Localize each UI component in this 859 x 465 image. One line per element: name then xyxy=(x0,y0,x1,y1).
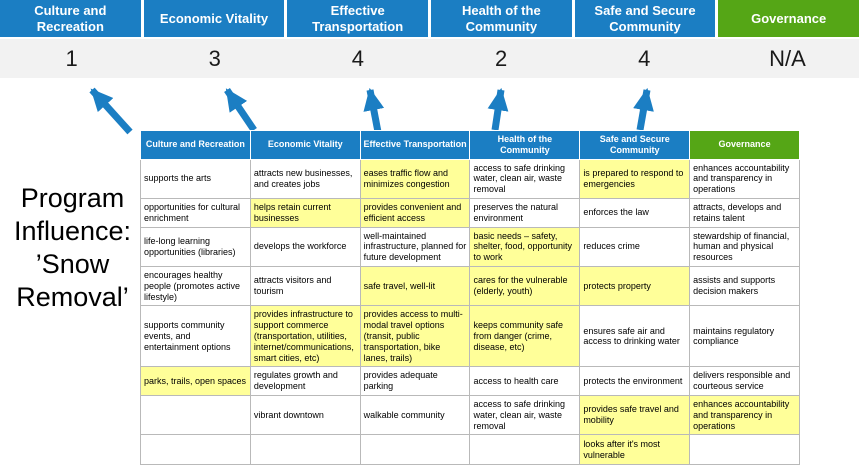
matrix-row: encourages healthy people (promotes acti… xyxy=(140,265,800,307)
matrix-cell: supports the arts xyxy=(140,158,251,199)
matrix-cell xyxy=(359,434,471,465)
matrix-column-header: Economic Vitality xyxy=(249,130,361,160)
arrow-transportation-icon xyxy=(363,87,385,133)
matrix-cell: stewardship of financial, human and phys… xyxy=(689,226,800,267)
score-banner-header: Governance xyxy=(718,0,859,37)
matrix-cell: looks after it's most vulnerable xyxy=(579,434,691,465)
matrix-cell: vibrant downtown xyxy=(249,394,361,436)
score-value: 3 xyxy=(208,45,221,71)
matrix-cell: safe travel, well-lit xyxy=(359,265,471,307)
score-banner-scores: 1 3 4 2 4 N/A xyxy=(0,39,859,78)
score-banner-headers: Culture and Recreation Economic Vitality E… xyxy=(0,0,859,37)
arrow-economic-icon xyxy=(224,88,257,132)
score-banner: Culture and Recreation Economic Vitality E… xyxy=(0,0,859,78)
matrix-cell: ensures safe air and access to drinking … xyxy=(579,305,691,368)
matrix-cell: access to safe drinking water, clean air… xyxy=(469,394,581,436)
matrix-column-header: Effective Transportation xyxy=(359,130,471,160)
arrow-health-icon xyxy=(487,87,509,131)
matrix-cell: enhances accountability and transparency… xyxy=(689,158,800,199)
matrix-row: opportunities for cultural enrichment hel… xyxy=(140,197,800,228)
score-value: 2 xyxy=(494,45,508,71)
matrix-row: supports the arts attracts new businesses… xyxy=(140,158,800,199)
score-banner-header: Effective Transportation xyxy=(287,0,428,37)
matrix-row: vibrant downtown walkable community access… xyxy=(140,394,800,436)
matrix-cell: attracts visitors and tourism xyxy=(249,265,361,307)
matrix-cell: basic needs – safety, shelter, food, opp… xyxy=(469,226,581,267)
score-banner-header: Economic Vitality xyxy=(143,0,285,37)
arrow-safe-icon xyxy=(633,87,654,131)
matrix-cell: walkable community xyxy=(359,394,471,436)
matrix-cell: life-long learning opportunities (librar… xyxy=(140,226,251,267)
matrix-cell: keeps community safe from danger (crime,… xyxy=(469,305,581,368)
matrix-cell: provides infrastructure to support comme… xyxy=(249,305,361,368)
matrix-cell: provides access to multi-modal travel op… xyxy=(359,305,471,368)
matrix-cell: cares for the vulnerable (elderly, youth… xyxy=(469,265,581,307)
matrix-cell xyxy=(249,434,361,465)
matrix-row: looks after it's most vulnerable xyxy=(140,434,800,465)
influence-matrix: Culture and Recreation Economic Vitality E… xyxy=(140,130,800,465)
score-value: 1 xyxy=(65,45,78,71)
score-value: 4 xyxy=(638,45,651,71)
matrix-cell: attracts, develops and retains talent xyxy=(689,197,800,228)
matrix-cell: enforces the law xyxy=(579,197,691,228)
matrix-cell: opportunities for cultural enrichment xyxy=(140,197,251,228)
matrix-cell xyxy=(140,434,251,465)
matrix-cell: regulates growth and development xyxy=(249,366,361,396)
influence-arrows xyxy=(89,87,654,135)
matrix-cell: enhances accountability and transparency… xyxy=(689,394,800,436)
matrix-cell: attracts new businesses, and creates job… xyxy=(249,158,361,199)
page-title: Program Influence: ’Snow Removal’ xyxy=(13,183,132,312)
arrow-culture-icon xyxy=(89,87,133,135)
matrix-cell: eases traffic flow and minimizes congest… xyxy=(359,158,471,199)
score-banner-header: Culture and Recreation xyxy=(0,0,141,37)
matrix-cell xyxy=(469,434,581,465)
matrix-body: supports the arts attracts new businesses… xyxy=(140,158,800,465)
matrix-cell: protects the environment xyxy=(579,366,691,396)
matrix-cell: encourages healthy people (promotes acti… xyxy=(140,265,251,307)
matrix-cell: provides safe travel and mobility xyxy=(579,394,691,436)
matrix-cell: helps retain current businesses xyxy=(249,197,361,228)
matrix-cell: is prepared to respond to emergencies xyxy=(579,158,691,199)
matrix-cell xyxy=(140,394,251,436)
matrix-head: Culture and Recreation Economic Vitality E… xyxy=(140,130,800,160)
matrix-row: parks, trails, open spaces regulates grow… xyxy=(140,366,800,396)
matrix-cell: well-maintained infrastructure, planned … xyxy=(359,226,471,267)
matrix-cell: preserves the natural environment xyxy=(469,197,581,228)
matrix-cell: parks, trails, open spaces xyxy=(140,366,251,396)
matrix-cell: assists and supports decision makers xyxy=(689,265,800,307)
matrix-cell: develops the workforce xyxy=(249,226,361,267)
matrix-cell: reduces crime xyxy=(579,226,691,267)
matrix-cell xyxy=(689,434,800,465)
matrix-header-row: Culture and Recreation Economic Vitality E… xyxy=(140,130,800,160)
matrix-cell: supports community events, and entertain… xyxy=(140,305,251,368)
matrix-cell: access to safe drinking water, clean air… xyxy=(469,158,581,199)
matrix-cell: provides convenient and efficient access xyxy=(359,197,471,228)
matrix-column-header: Culture and Recreation xyxy=(140,130,251,160)
matrix-column-header: Governance xyxy=(689,130,800,160)
matrix-column-header: Health of the Community xyxy=(469,130,581,160)
matrix-cell: delivers responsible and courteous servi… xyxy=(689,366,800,396)
matrix-row: life-long learning opportunities (librar… xyxy=(140,226,800,267)
matrix-cell: access to health care xyxy=(469,366,581,396)
score-banner-header: Safe and Secure Community xyxy=(574,0,716,37)
score-value: N/A xyxy=(769,45,806,71)
matrix-cell: maintains regulatory compliance xyxy=(689,305,800,368)
score-banner-header: Health of the Community xyxy=(431,0,572,37)
matrix-cell: protects property xyxy=(579,265,691,307)
score-value: 4 xyxy=(351,45,365,71)
matrix-cell: provides adequate parking xyxy=(359,366,471,396)
matrix-column-header: Safe and Secure Community xyxy=(579,130,691,160)
matrix-row: supports community events, and entertain… xyxy=(140,305,800,368)
